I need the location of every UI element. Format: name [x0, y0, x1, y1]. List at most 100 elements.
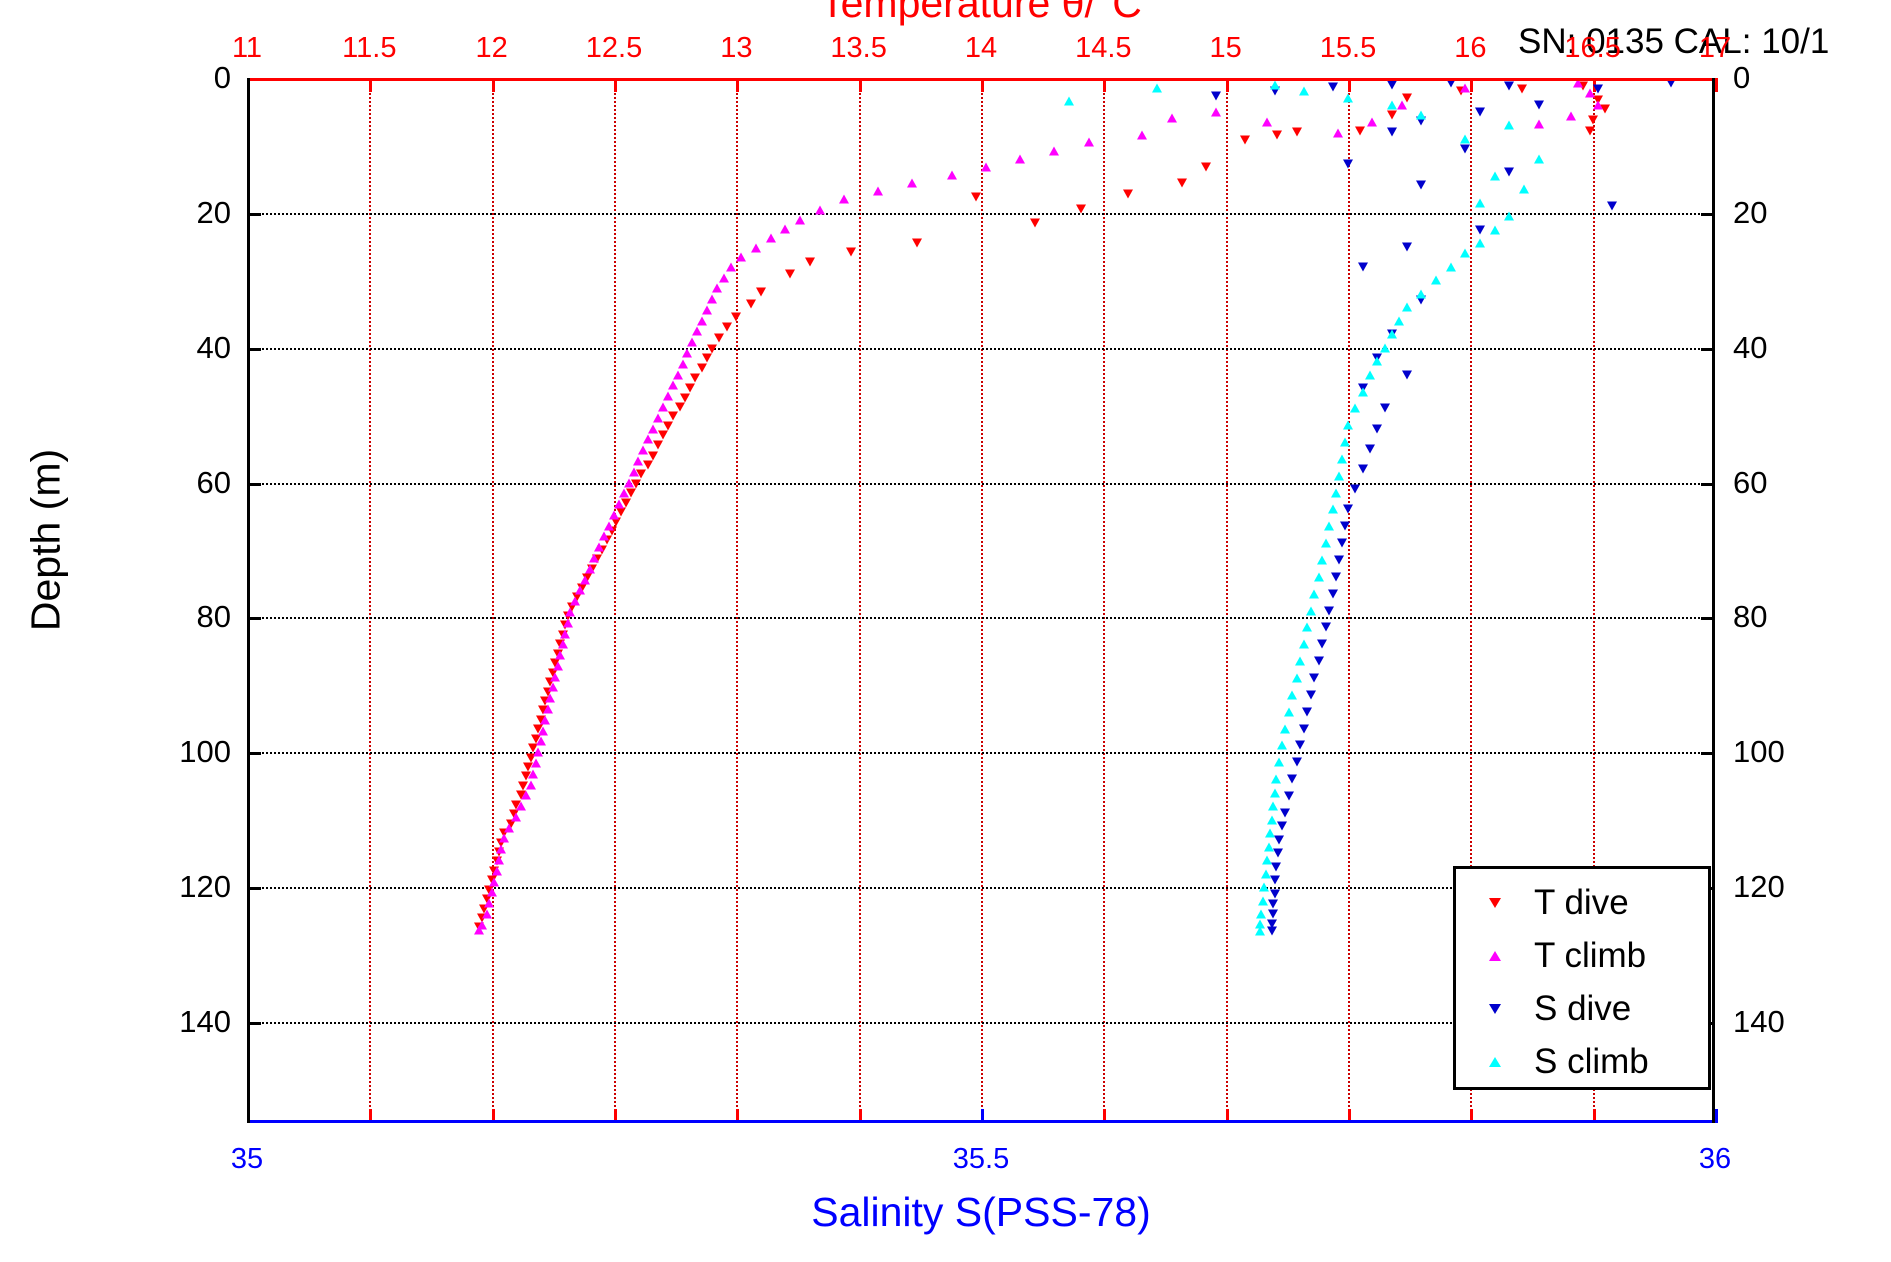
data-point-marker	[1387, 127, 1398, 137]
data-point-marker	[1533, 154, 1544, 164]
left-axis-tick-label: 80	[196, 599, 231, 635]
right-axis-tick	[1701, 212, 1715, 216]
instrument-info-text: SN: 0135 CAL: 10/1	[1518, 22, 1830, 61]
data-point-marker	[1387, 110, 1398, 120]
data-point-marker	[555, 639, 566, 649]
legend-label: T dive	[1534, 883, 1629, 922]
data-point-marker	[481, 894, 492, 904]
data-point-marker	[667, 411, 678, 421]
vertical-gridline	[1348, 78, 1350, 1123]
data-point-marker	[560, 620, 571, 630]
up-triangle-icon	[1489, 951, 1501, 961]
right-axis-tick-label: 20	[1733, 194, 1768, 230]
data-point-marker	[1455, 86, 1466, 96]
data-point-marker	[1328, 504, 1339, 514]
left-axis-tick	[247, 1021, 261, 1025]
vertical-gridline	[1592, 78, 1595, 1123]
vertical-gridline	[858, 78, 861, 1123]
data-point-marker	[560, 629, 571, 639]
data-point-marker	[657, 402, 668, 412]
data-point-marker	[714, 333, 725, 343]
data-point-marker	[1533, 100, 1544, 110]
data-point-marker	[604, 521, 615, 531]
top-axis-tick	[491, 78, 495, 92]
data-point-marker	[1331, 572, 1342, 582]
top-axis-tick-label: 16.5	[1564, 32, 1621, 64]
bottom-axis-tick-temperature	[1225, 1109, 1229, 1123]
data-point-marker	[494, 847, 504, 857]
legend-item-s-climb[interactable]: S climb	[1456, 1034, 1708, 1090]
data-point-marker	[846, 247, 857, 257]
data-point-marker	[1504, 167, 1515, 177]
data-point-marker	[679, 393, 690, 403]
top-axis-tick	[1715, 78, 1718, 92]
data-point-marker	[1357, 262, 1368, 272]
data-point-marker	[697, 363, 708, 373]
data-point-marker	[591, 554, 602, 564]
bottom-axis-tick-label: 35.5	[952, 1143, 1010, 1175]
left-axis-tick-label: 40	[196, 329, 231, 365]
data-point-marker	[1387, 329, 1398, 339]
legend-item-t-dive[interactable]: T dive	[1456, 875, 1708, 931]
data-point-marker	[1475, 238, 1486, 248]
top-axis-tick	[1225, 78, 1229, 92]
left-axis-tick-label: 120	[179, 869, 231, 905]
data-point-marker	[1268, 909, 1279, 919]
data-point-marker	[1313, 572, 1324, 582]
data-point-marker	[780, 224, 791, 234]
left-axis-tick	[247, 212, 261, 216]
data-point-marker	[648, 451, 659, 461]
data-point-marker	[1328, 82, 1339, 92]
top-axis-tick	[1470, 78, 1474, 92]
top-axis-title: Temperature θ/°C	[820, 0, 1142, 26]
vertical-gridline	[1225, 78, 1228, 1123]
data-point-marker	[1379, 403, 1390, 413]
data-point-marker	[528, 769, 539, 779]
horizontal-gridline	[247, 1021, 1715, 1024]
left-axis-title: Depth (m)	[22, 448, 69, 632]
data-point-marker	[907, 178, 918, 188]
data-point-marker	[555, 650, 566, 660]
data-point-marker	[1284, 791, 1295, 801]
bottom-axis-tick-label: 36	[1698, 1143, 1732, 1175]
legend-item-t-climb[interactable]: T climb	[1456, 928, 1708, 984]
left-axis-tick	[247, 887, 261, 891]
left-axis-tick	[247, 347, 261, 351]
data-point-marker	[1210, 91, 1221, 101]
data-point-marker	[516, 790, 527, 800]
data-point-marker	[672, 370, 683, 380]
data-point-marker	[1122, 189, 1133, 199]
bottom-axis-tick-temperature	[1103, 1109, 1107, 1123]
up-triangle-icon	[1489, 1057, 1501, 1067]
data-point-marker	[1475, 225, 1486, 235]
data-point-marker	[1306, 690, 1317, 700]
data-point-marker	[794, 215, 805, 225]
horizontal-gridline	[247, 482, 1715, 485]
data-point-marker	[1309, 673, 1320, 683]
data-point-marker	[562, 618, 573, 628]
right-axis-tick-label: 60	[1733, 464, 1768, 500]
data-point-marker	[525, 780, 536, 790]
data-point-marker	[1269, 80, 1280, 90]
data-point-marker	[1287, 690, 1298, 700]
data-point-marker	[1294, 740, 1305, 750]
data-point-marker	[1298, 86, 1309, 96]
data-point-marker	[1365, 444, 1376, 454]
data-point-marker	[476, 920, 487, 930]
top-axis-tick-label: 15.5	[1319, 32, 1377, 64]
data-point-marker	[1607, 201, 1618, 211]
data-point-marker	[533, 724, 544, 734]
left-axis-tick-label: 60	[196, 464, 231, 500]
data-point-marker	[1254, 926, 1265, 936]
right-axis-tick	[1701, 752, 1715, 756]
data-point-marker	[1210, 107, 1221, 117]
data-point-marker	[635, 469, 646, 479]
data-point-marker	[1331, 488, 1342, 498]
legend-item-s-dive[interactable]: S dive	[1456, 981, 1708, 1037]
data-point-marker	[721, 322, 732, 332]
data-point-marker	[946, 170, 957, 180]
top-axis-tick	[614, 78, 617, 92]
data-point-marker	[542, 687, 553, 697]
data-point-marker	[1533, 119, 1544, 129]
data-point-marker	[1266, 815, 1277, 825]
